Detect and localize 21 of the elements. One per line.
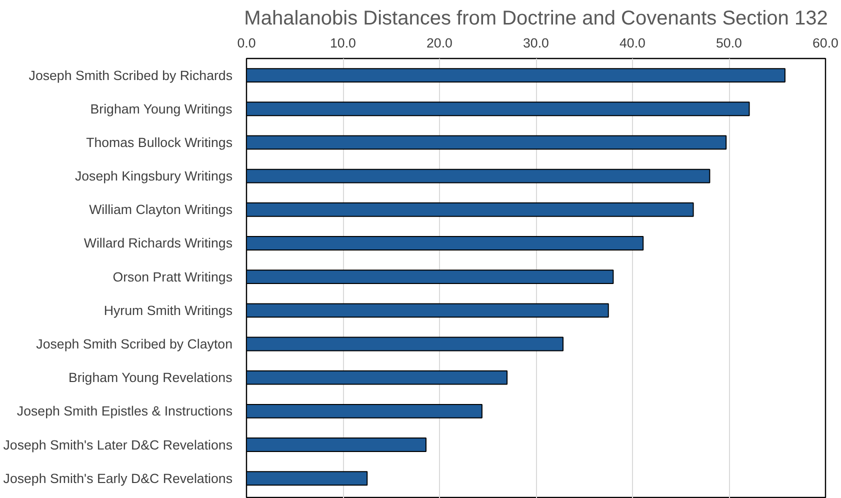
x-tick-label: 20.0 — [426, 36, 452, 50]
y-tick-label: Brigham Young Writings — [90, 101, 233, 116]
y-tick-label: Joseph Smith Epistles & Instructions — [16, 404, 233, 419]
y-tick-label: Thomas Bullock Writings — [86, 134, 233, 150]
y-tick-label: Orson Pratt Writings — [112, 269, 233, 284]
y-tick-label: William Clayton Writings — [89, 202, 233, 218]
y-tick-label: Joseph Kingsbury Writings — [74, 168, 233, 184]
chart-title: Mahalanobis Distances from Doctrine and Covenants Section 132 — [244, 8, 828, 30]
x-tick-label: 0.0 — [237, 36, 256, 50]
x-tick-label: 40.0 — [620, 36, 646, 50]
y-tick-label: Joseph Smith Scribed by Clayton — [36, 336, 233, 352]
y-tick-label: Joseph Smith's Later D&C Revelations — [3, 437, 233, 452]
x-tick-label: 30.0 — [523, 36, 549, 50]
y-tick-label: Joseph Smith Scribed by Richards — [28, 68, 233, 83]
y-tick-label: Willard Richards Writings — [84, 236, 233, 251]
y-tick-label: Joseph Smith's Early D&C Revelations — [3, 470, 233, 486]
x-tick-label: 50.0 — [716, 36, 742, 50]
y-tick-label: Brigham Young Revelations — [68, 370, 233, 386]
y-tick-label: Hyrum Smith Writings — [104, 302, 233, 318]
x-tick-label: 60.0 — [812, 36, 838, 50]
x-tick-label: 10.0 — [330, 36, 356, 50]
